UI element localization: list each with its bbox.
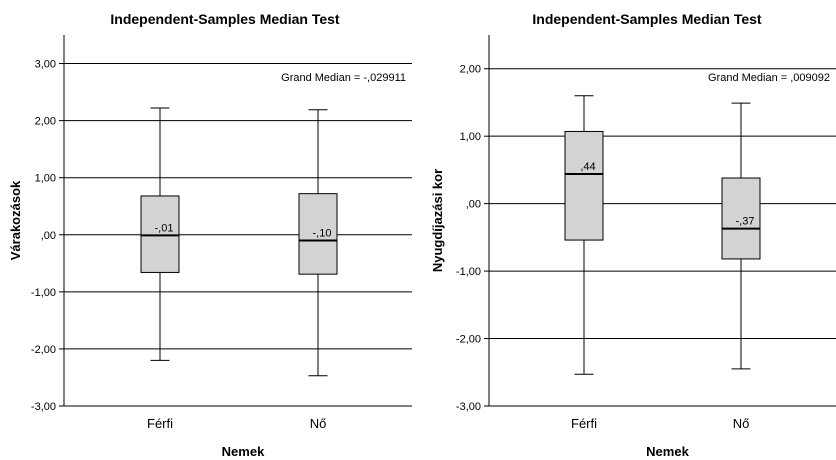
chart-title: Independent-Samples Median Test — [532, 11, 762, 27]
median-value-label: -,10 — [313, 227, 332, 239]
median-value-label: ,44 — [580, 161, 595, 173]
grand-median-label: Grand Median = -,029911 — [281, 72, 406, 84]
y-tick-label: -1,00 — [31, 287, 56, 299]
x-category-label: Nő — [733, 416, 750, 431]
chart-panel-1: Independent-Samples Median Test -3,00 -2,0… — [8, 11, 412, 459]
y-tick-label: -2,00 — [31, 344, 56, 356]
y-tick-label: ,00 — [41, 230, 56, 242]
y-tick-label: 3,00 — [35, 59, 56, 71]
boxplot-no: -,37 — [721, 102, 761, 370]
y-tick-label: -1,00 — [456, 266, 481, 278]
x-axis-title: Nemek — [222, 444, 265, 459]
boxplot-ferfi: ,44 — [564, 95, 604, 375]
y-tick-label: 2,00 — [35, 116, 56, 128]
x-category-label: Nő — [310, 416, 327, 431]
y-tick-label: 1,00 — [35, 173, 56, 185]
x-axis-title: Nemek — [646, 444, 689, 459]
y-tick-label: 1,00 — [460, 131, 481, 143]
y-tick-label: -2,00 — [456, 334, 481, 346]
chart-title: Independent-Samples Median Test — [110, 11, 340, 27]
iqr-box — [721, 177, 761, 260]
y-tick-label: 2,00 — [460, 64, 481, 76]
y-tick-label: ,00 — [466, 199, 481, 211]
boxplot-no: -,10 — [298, 109, 338, 377]
x-category-label: Férfi — [147, 416, 173, 431]
y-tick-label: -3,00 — [456, 401, 481, 413]
iqr-box — [140, 195, 180, 273]
median-value-label: -,01 — [155, 222, 174, 234]
x-category-label: Férfi — [571, 416, 597, 431]
iqr-box — [298, 193, 338, 275]
chart-panel-2: Independent-Samples Median Test -3,00 -2,0… — [430, 11, 836, 459]
median-value-label: -,37 — [736, 216, 755, 228]
y-axis-title: Nyugdíjazási kor — [430, 169, 445, 272]
y-tick-label: -3,00 — [31, 401, 56, 413]
iqr-box — [564, 130, 604, 241]
y-axis-title: Várakozások — [8, 180, 23, 260]
boxplot-ferfi: -,01 — [140, 107, 180, 361]
grand-median-label: Grand Median = ,009092 — [708, 72, 830, 84]
